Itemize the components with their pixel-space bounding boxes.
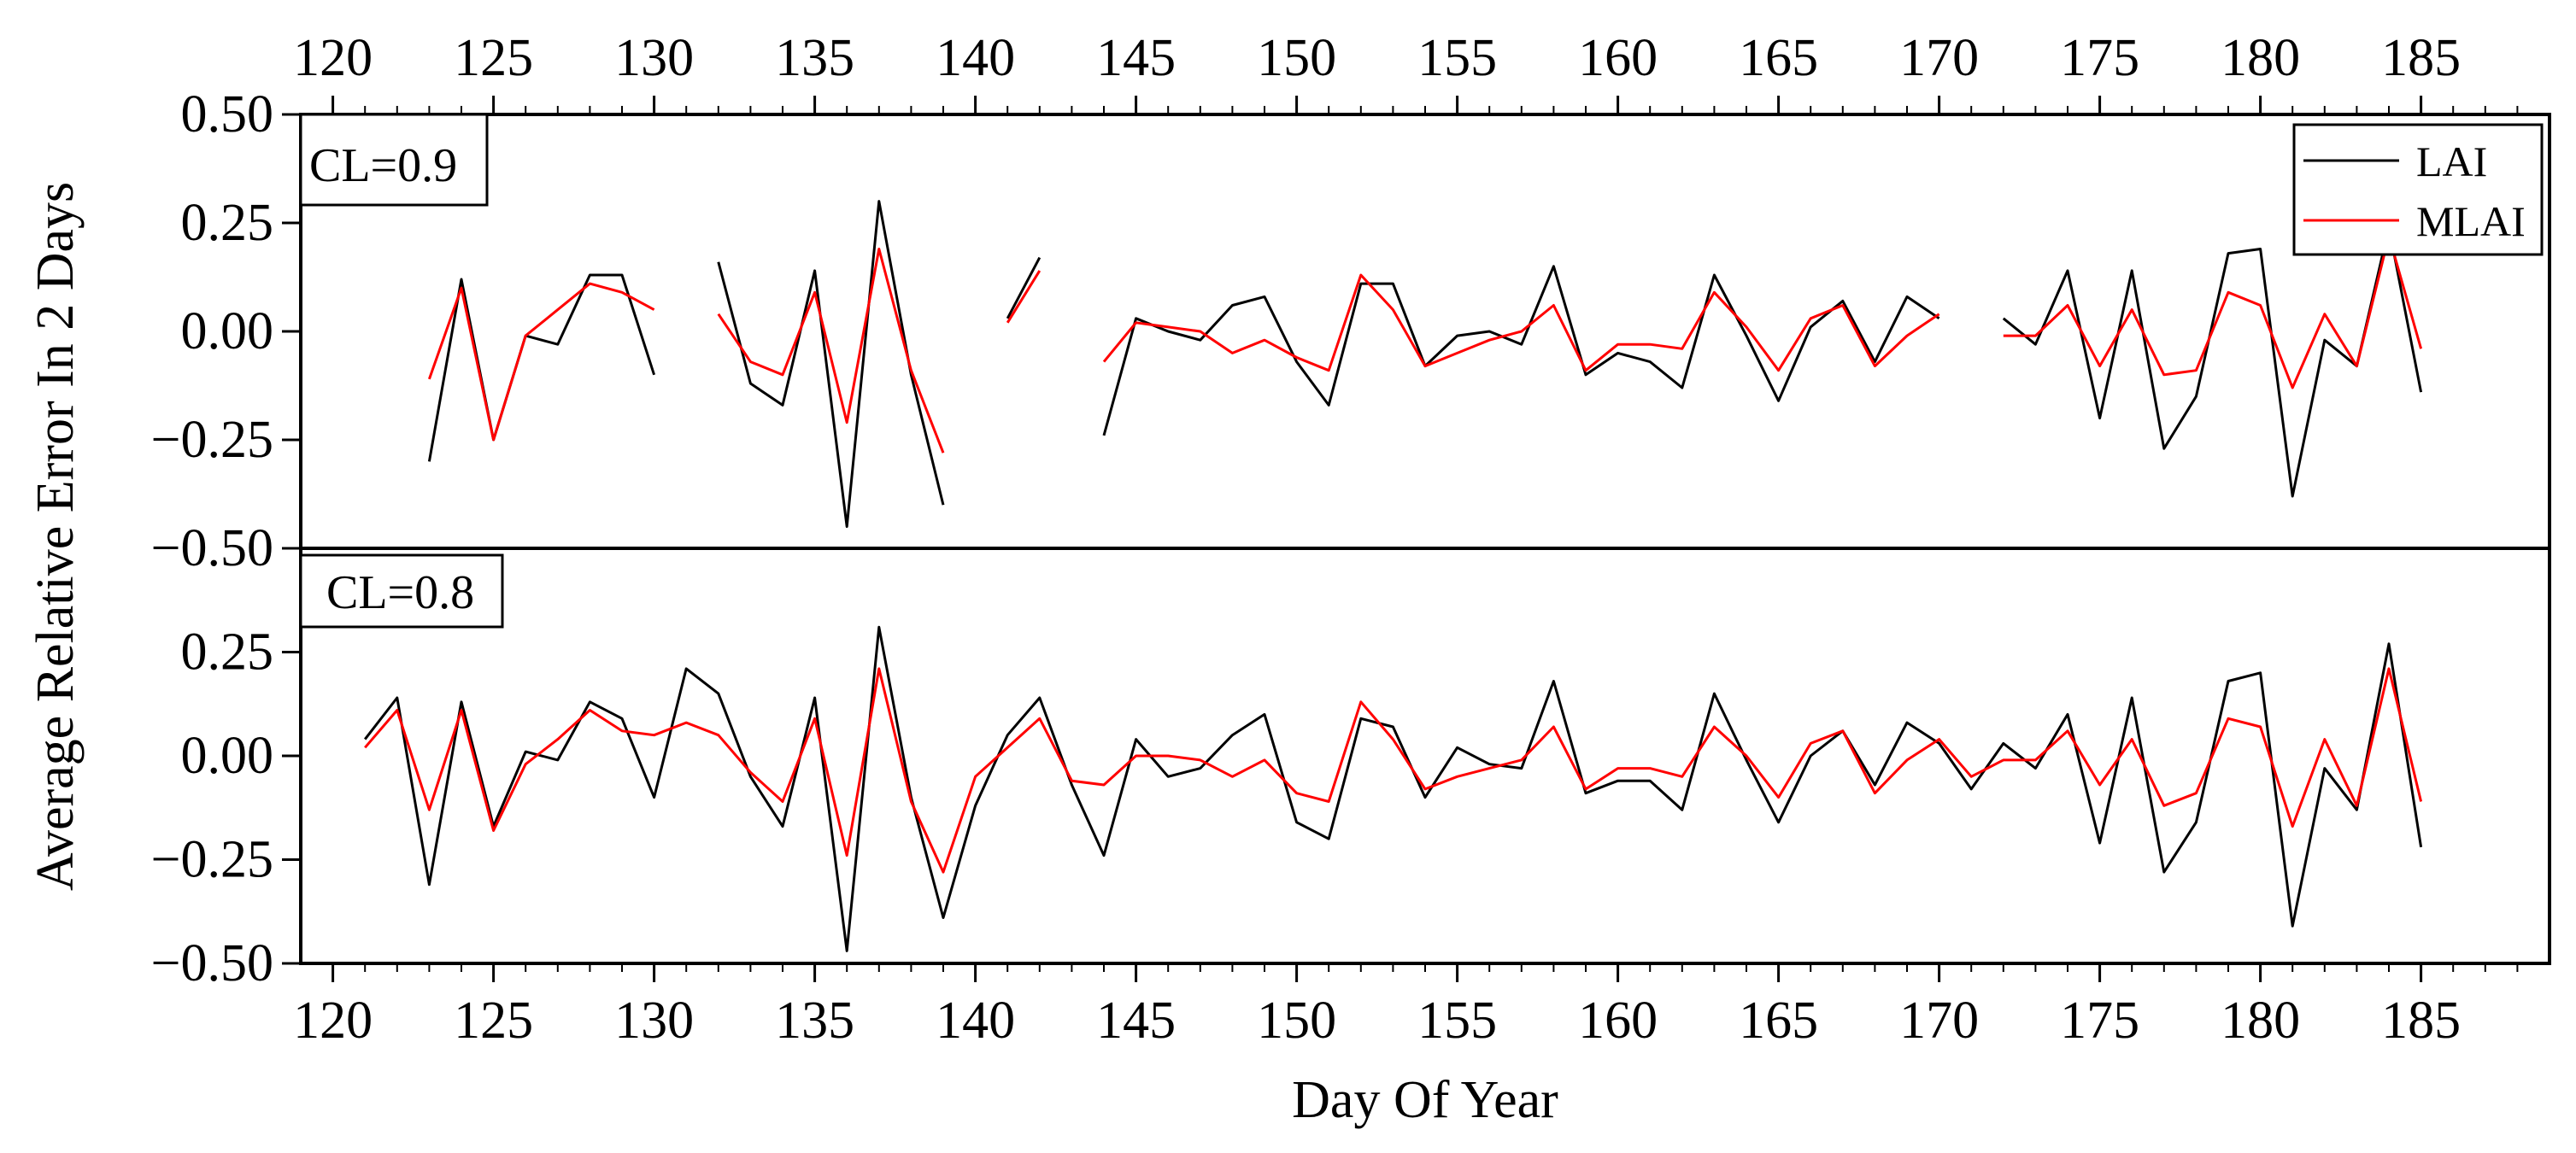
x-tick-label-bottom: 185 [2381, 992, 2461, 1050]
x-tick-label-bottom: 135 [775, 992, 854, 1050]
y-tick-label: 0.00 [181, 302, 274, 360]
plot-lines [364, 200, 2423, 952]
series-line-lai-panel-2 [364, 625, 2423, 952]
x-tick-label-bottom: 155 [1417, 992, 1497, 1050]
axis-ticks [282, 96, 2519, 982]
x-tick-label-bottom: 165 [1739, 992, 1818, 1050]
x-tick-label-bottom: 150 [1257, 992, 1336, 1050]
bottom-panel-label: CL=0.8 [326, 566, 474, 619]
legend-label-mlai: MLAI [2416, 197, 2526, 245]
axis-tick-labels: 120 120 125 125 130 130 135 135 140 140 145 145 150 1… [151, 29, 2462, 1050]
y-tick-label: −0.50 [151, 519, 273, 577]
x-tick-label-top: 125 [454, 29, 533, 87]
x-tick-label-top: 120 [293, 29, 373, 87]
x-tick-label-top: 175 [2060, 29, 2139, 87]
y-tick-label: −0.25 [151, 411, 273, 469]
x-tick-label-bottom: 180 [2221, 992, 2300, 1050]
y-tick-label: 0.25 [181, 194, 274, 252]
legend: LAI MLAI [2292, 123, 2544, 256]
x-tick-label-top: 150 [1257, 29, 1336, 87]
x-tick-label-top: 140 [936, 29, 1015, 87]
series-line-lai-panel-1 [427, 200, 2423, 529]
series-line-mlai-panel-2 [364, 667, 2423, 874]
x-tick-label-top: 130 [614, 29, 694, 87]
bottom-panel-label-box: CL=0.8 [299, 553, 504, 629]
y-axis-title: Average Relative Error In 2 Days [26, 182, 85, 891]
y-tick-label: 0.50 [181, 85, 274, 143]
x-tick-label-top: 155 [1417, 29, 1497, 87]
x-axis-title: Day Of Year [1292, 1071, 1558, 1129]
y-tick-label: 0.25 [181, 623, 274, 682]
x-tick-label-bottom: 160 [1578, 992, 1658, 1050]
x-tick-label-bottom: 140 [936, 992, 1015, 1050]
x-tick-label-top: 160 [1578, 29, 1658, 87]
x-tick-label-top: 145 [1096, 29, 1176, 87]
x-tick-label-top: 135 [775, 29, 854, 87]
x-tick-label-bottom: 145 [1096, 992, 1176, 1050]
x-tick-label-bottom: 170 [1899, 992, 1979, 1050]
top-panel-label: CL=0.9 [309, 139, 457, 192]
legend-box [2292, 123, 2544, 256]
x-tick-label-bottom: 120 [293, 992, 373, 1050]
y-tick-label: −0.50 [151, 934, 273, 992]
top-panel-label-box: CL=0.9 [299, 113, 489, 207]
x-tick-label-bottom: 175 [2060, 992, 2139, 1050]
x-tick-label-top: 165 [1739, 29, 1818, 87]
series-line-mlai-panel-1 [427, 234, 2423, 454]
y-tick-label: −0.25 [151, 831, 273, 889]
x-tick-label-bottom: 130 [614, 992, 694, 1050]
x-tick-label-top: 170 [1899, 29, 1979, 87]
x-tick-label-top: 180 [2221, 29, 2300, 87]
legend-label-lai: LAI [2416, 138, 2487, 185]
x-tick-label-bottom: 125 [454, 992, 533, 1050]
y-tick-label: 0.00 [181, 727, 274, 785]
x-tick-label-top: 185 [2381, 29, 2461, 87]
